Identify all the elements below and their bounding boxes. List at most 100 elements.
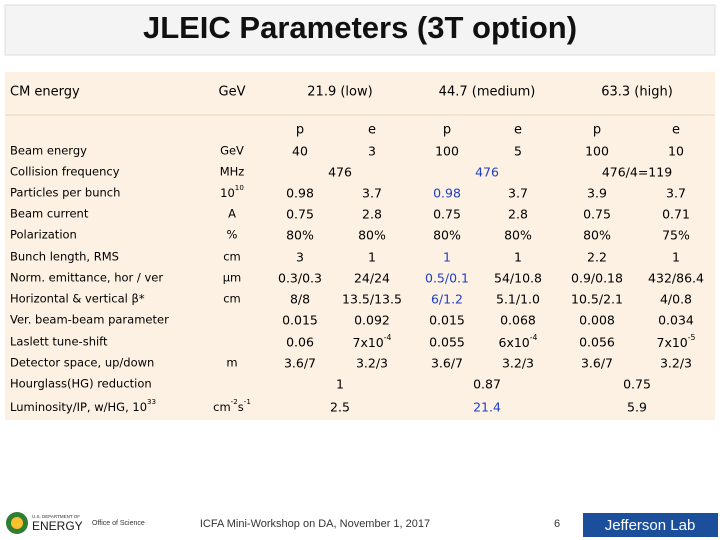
superscript: -1 (244, 397, 251, 406)
doe-seal-center (11, 517, 23, 529)
table-cell: 54/10.8 (494, 271, 542, 286)
row-label: Luminosity/IP, w/HG, 1033 (10, 397, 156, 414)
footer-event: ICFA Mini-Workshop on DA, November 1, 20… (200, 518, 430, 530)
superscript: -4 (384, 333, 392, 342)
table-cell: 100 (585, 144, 609, 159)
table-cell: 0.092 (354, 313, 390, 328)
row-unit: A (228, 207, 236, 221)
text-part: 10 (220, 186, 235, 200)
table-cell: 80% (504, 228, 532, 243)
table-cell: 13.5/13.5 (342, 292, 402, 307)
table-cell: 3.6/7 (284, 356, 316, 371)
table-cell: 3 (368, 144, 376, 159)
table-cell: 0.71 (662, 207, 690, 222)
row-label: Detector space, up/down (10, 356, 154, 370)
text-part: 7x10 (657, 335, 688, 350)
superscript: 10 (235, 183, 245, 192)
table-cell: 21.4 (473, 400, 501, 415)
table-cell: 0.034 (658, 313, 694, 328)
page-number: 6 (554, 518, 560, 530)
row-label: Hourglass(HG) reduction (10, 377, 152, 391)
table-cell: 40 (292, 144, 308, 159)
table-cell: 2.8 (362, 207, 382, 222)
text-part: cm (213, 400, 231, 414)
office-logo: Office of Science (92, 520, 145, 527)
table-cell: 3.2/3 (660, 356, 692, 371)
row-unit: cm (223, 292, 241, 306)
text-part: 7x10 (353, 335, 384, 350)
table-cell: 5.9 (627, 400, 647, 415)
superscript: -5 (688, 333, 696, 342)
row-unit: μm (223, 271, 242, 285)
table-cell: 2.8 (508, 207, 528, 222)
table-cell: 0.015 (282, 313, 318, 328)
table-cell: 0.9/0.18 (571, 271, 623, 286)
table-cell: 80% (286, 228, 314, 243)
table-cell: 3.6/7 (581, 356, 613, 371)
row-label: Polarization (10, 228, 77, 242)
table-cell: 5 (514, 144, 522, 159)
row-label: Ver. beam-beam parameter (10, 313, 169, 327)
table-cell: 0.068 (500, 313, 536, 328)
row-unit: MHz (220, 165, 245, 179)
slide-title: JLEIC Parameters (3T option) (143, 10, 577, 45)
table-cell: 5.1/1.0 (496, 292, 540, 307)
text-part: 6x10 (499, 335, 530, 350)
table-cell: 6x10-4 (499, 333, 538, 350)
beam-species: e (672, 123, 680, 138)
table-cell: 8/8 (290, 292, 310, 307)
table-cell: 0.015 (429, 313, 465, 328)
row-unit: 1010 (220, 183, 244, 200)
row-label: Norm. emittance, hor / ver (10, 271, 163, 285)
table-cell: 3.7 (508, 186, 528, 201)
table-cell: 0.75 (286, 207, 314, 222)
superscript: -2 (231, 397, 238, 406)
beam-species: p (443, 123, 451, 138)
beam-species: p (296, 123, 304, 138)
text-part: Luminosity/IP, w/HG, 10 (10, 400, 147, 414)
row-label: Collision frequency (10, 165, 120, 179)
jlab-logo (583, 513, 718, 537)
energy-group: 21.9 (low) (307, 85, 372, 100)
title-band (4, 4, 716, 56)
table-cell: 1 (336, 377, 344, 392)
table-cell: 2.5 (330, 400, 350, 415)
table-cell: 0.87 (473, 377, 501, 392)
row-label: Particles per bunch (10, 186, 120, 200)
table-cell: 4/0.8 (660, 292, 692, 307)
table-cell: 0.5/0.1 (425, 271, 469, 286)
table-cell: 3 (296, 250, 304, 265)
table-cell: 0.055 (429, 335, 465, 350)
text-part: s (238, 400, 244, 414)
table-cell: 10.5/2.1 (571, 292, 623, 307)
header-unit: GeV (219, 85, 246, 100)
table-cell: 80% (583, 228, 611, 243)
superscript: 33 (147, 397, 156, 406)
doe-logo-top: U.S. DEPARTMENT OF (32, 514, 80, 519)
table-cell: 100 (435, 144, 459, 159)
table-cell: 7x10-4 (353, 333, 392, 350)
table-cell: 0.056 (579, 335, 615, 350)
energy-group: 44.7 (medium) (439, 85, 536, 100)
table-cell: 0.75 (583, 207, 611, 222)
row-unit: cm (223, 250, 241, 264)
beam-species: p (593, 123, 601, 138)
table-cell: 3.6/7 (431, 356, 463, 371)
row-unit: m (226, 356, 237, 370)
table-cell: 1 (443, 250, 451, 265)
table-cell: 24/24 (354, 271, 390, 286)
table-cell: 6/1.2 (431, 292, 463, 307)
energy-group: 63.3 (high) (601, 85, 673, 100)
row-label: Beam current (10, 207, 89, 221)
table-cell: 75% (662, 228, 690, 243)
table-cell: 0.008 (579, 313, 615, 328)
table-cell: 1 (368, 250, 376, 265)
jlab-logo-text: Jefferson Lab (605, 517, 696, 534)
header-label: CM energy (10, 85, 80, 100)
table-cell: 3.7 (362, 186, 382, 201)
table-cell: 10 (668, 144, 684, 159)
table-cell: 7x10-5 (657, 333, 696, 350)
row-label: Horizontal & vertical β* (10, 292, 145, 306)
table-cell: 3.9 (587, 186, 607, 201)
